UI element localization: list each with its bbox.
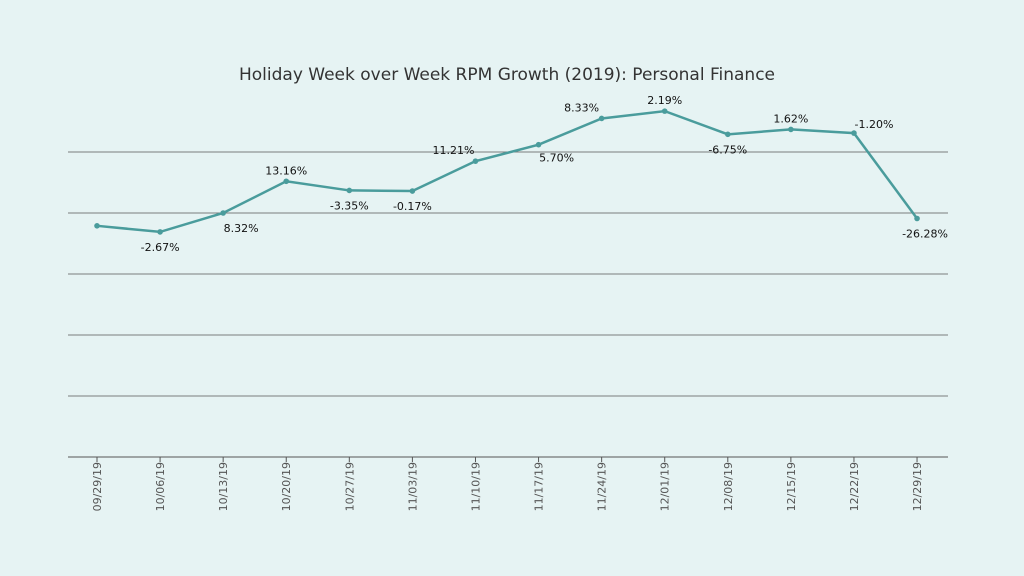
data-label: -6.75% <box>708 143 747 156</box>
data-point <box>914 215 920 222</box>
x-tick-label: 12/29/19 <box>911 462 924 511</box>
data-point <box>346 187 353 194</box>
x-tick-label: 10/13/19 <box>217 462 230 511</box>
data-point <box>472 158 479 164</box>
data-label: -3.35% <box>330 199 369 212</box>
x-tick-label: 12/08/19 <box>722 462 735 511</box>
x-tick-label: 11/03/19 <box>406 462 419 511</box>
data-label: -1.20% <box>854 118 893 131</box>
data-point <box>535 141 542 148</box>
data-point <box>788 126 794 133</box>
data-point <box>157 229 163 235</box>
data-label: 8.32% <box>224 222 259 235</box>
x-tick-label: 10/27/19 <box>343 462 356 511</box>
data-label: -2.67% <box>141 241 180 254</box>
data-label: 1.62% <box>773 112 808 125</box>
x-tick-label: 11/24/19 <box>596 462 609 511</box>
data-label: -0.17% <box>393 200 432 213</box>
x-tick-label: 12/15/19 <box>785 462 798 511</box>
x-tick-label: 09/29/19 <box>91 462 104 511</box>
x-tick-label: 10/20/19 <box>280 462 293 511</box>
data-point <box>661 108 668 114</box>
x-tick-label: 10/06/19 <box>154 462 167 511</box>
data-point <box>409 188 416 194</box>
chart-title: Holiday Week over Week RPM Growth (2019)… <box>239 65 775 85</box>
x-tick-label: 12/22/19 <box>848 462 861 511</box>
x-tick-label: 11/10/19 <box>469 462 482 511</box>
series-line <box>96 109 919 234</box>
data-label: 5.70% <box>539 152 574 165</box>
data-label: -26.28% <box>902 227 948 240</box>
x-tick-label: 12/01/19 <box>659 462 672 511</box>
data-label: 11.21% <box>433 144 475 157</box>
data-point <box>283 178 290 185</box>
data-label: 8.33% <box>564 101 599 114</box>
data-point <box>220 210 226 216</box>
data-point <box>725 131 731 138</box>
data-point <box>598 115 605 122</box>
data-point <box>851 130 857 136</box>
data-label: 13.16% <box>265 164 307 177</box>
x-tick-label: 11/17/19 <box>533 462 546 511</box>
data-point <box>94 223 100 229</box>
data-label: 2.19% <box>647 94 682 107</box>
